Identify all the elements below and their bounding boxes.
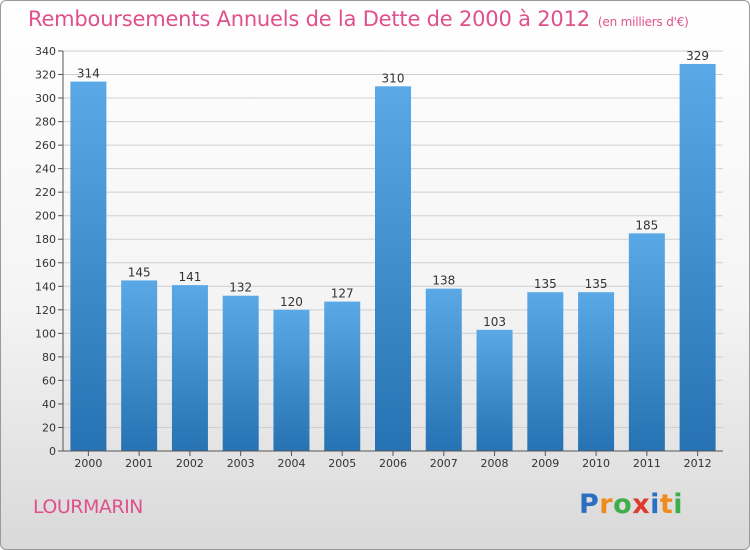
logo-letter: o: [613, 489, 633, 520]
data-label: 145: [128, 265, 151, 279]
y-tick-label: 60: [42, 374, 56, 387]
x-tick-label: 2012: [684, 457, 712, 470]
bars: [70, 63, 716, 452]
bar-2000: [70, 81, 107, 452]
data-label: 138: [432, 274, 455, 288]
y-tick-label: 340: [35, 45, 56, 58]
logo-letter: i: [673, 489, 684, 520]
logo-letter: r: [599, 489, 614, 520]
x-tick-label: 2007: [430, 457, 458, 470]
y-tick-label: 80: [42, 351, 56, 364]
data-label: 141: [178, 270, 201, 284]
bar-2007: [425, 288, 462, 451]
logo-letter: P: [579, 489, 600, 520]
bar-2012: [679, 63, 716, 452]
data-label: 135: [585, 277, 608, 291]
chart-title-text: Remboursements Annuels de la Dette de 20…: [28, 7, 590, 31]
x-tick-label: 2011: [633, 457, 661, 470]
data-label: 135: [534, 277, 557, 291]
x-tick-label: 2001: [125, 457, 153, 470]
bar-2011: [628, 233, 665, 451]
chart-unit: (en milliers d'€): [597, 15, 689, 29]
bar-2010: [578, 292, 615, 451]
y-tick-label: 320: [35, 69, 56, 82]
data-label: 314: [77, 67, 100, 81]
y-tick-label: 300: [35, 92, 56, 105]
x-tick-label: 2005: [328, 457, 356, 470]
chart-title: Remboursements Annuels de la Dette de 20…: [28, 7, 689, 31]
y-tick-label: 140: [35, 280, 56, 293]
data-label: 120: [280, 295, 303, 309]
labels: 0 20 40 60 80 100 120 140 160 180 200 220 240 260 280 3…: [35, 45, 712, 470]
data-label: 310: [382, 71, 405, 85]
y-tick-label: 40: [42, 398, 56, 411]
x-tick-label: 2010: [582, 457, 610, 470]
y-tick-label: 280: [35, 116, 56, 129]
y-tick-label: 120: [35, 304, 56, 317]
data-label: 103: [483, 315, 506, 329]
x-tick-label: 2008: [481, 457, 509, 470]
x-tick-label: 2000: [74, 457, 102, 470]
bar-2005: [324, 301, 361, 451]
proxiti-logo: Proxiti: [579, 489, 683, 520]
bar-2008: [476, 329, 513, 451]
bar-2006: [375, 86, 411, 451]
bar-2002: [171, 285, 208, 451]
bar-2009: [527, 292, 564, 451]
y-tick-label: 200: [35, 210, 56, 223]
data-label: 132: [229, 281, 252, 295]
data-label: 127: [331, 287, 354, 301]
x-tick-label: 2003: [227, 457, 255, 470]
x-tick-label: 2004: [277, 457, 305, 470]
bar-2004: [273, 309, 310, 451]
x-tick-label: 2002: [176, 457, 204, 470]
data-label: 329: [686, 49, 709, 63]
y-tick-label: 100: [35, 327, 56, 340]
y-tick-label: 240: [35, 163, 56, 176]
logo-letter: t: [659, 489, 674, 520]
axes: [58, 50, 723, 456]
y-tick-label: 0: [49, 445, 56, 458]
y-tick-label: 260: [35, 139, 56, 152]
logo-letter: i: [650, 489, 660, 520]
logo-letter: x: [632, 489, 651, 520]
data-label: 185: [635, 218, 658, 232]
bar-2003: [222, 295, 259, 451]
y-tick-label: 220: [35, 186, 56, 199]
y-tick-label: 160: [35, 257, 56, 270]
x-tick-label: 2006: [379, 457, 407, 470]
x-tick-label: 2009: [531, 457, 559, 470]
bar-2001: [121, 280, 158, 451]
y-tick-label: 180: [35, 233, 56, 246]
y-tick-label: 20: [42, 421, 56, 434]
city-name: LOURMARIN: [33, 496, 143, 518]
